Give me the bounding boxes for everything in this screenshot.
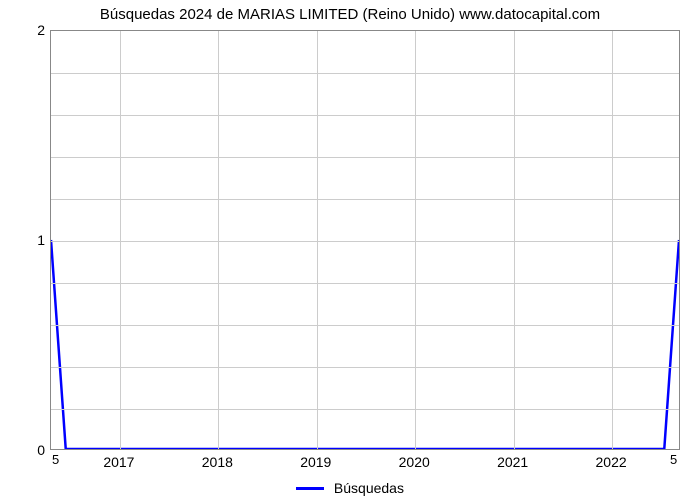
x-corner-left: 5: [52, 452, 59, 467]
chart-title: Búsquedas 2024 de MARIAS LIMITED (Reino …: [0, 6, 700, 23]
gridline-v: [514, 31, 515, 449]
x-tick-label: 2020: [399, 454, 430, 470]
legend-swatch: [296, 487, 324, 490]
gridline-v: [218, 31, 219, 449]
x-tick-label: 2017: [103, 454, 134, 470]
legend: Búsquedas: [0, 479, 700, 496]
gridline-v: [317, 31, 318, 449]
chart-container: Búsquedas 2024 de MARIAS LIMITED (Reino …: [0, 0, 700, 500]
gridline-h: [51, 409, 679, 410]
gridline-h: [51, 199, 679, 200]
series-line: [51, 240, 679, 449]
y-tick-label: 2: [5, 22, 45, 38]
gridline-h: [51, 73, 679, 74]
y-tick-label: 0: [5, 442, 45, 458]
plot-area: [50, 30, 680, 450]
gridline-h: [51, 115, 679, 116]
gridline-h: [51, 157, 679, 158]
x-corner-right: 5: [670, 452, 677, 467]
x-tick-label: 2021: [497, 454, 528, 470]
line-layer: [51, 31, 679, 449]
x-tick-label: 2022: [596, 454, 627, 470]
gridline-h: [51, 367, 679, 368]
gridline-v: [120, 31, 121, 449]
legend-label: Búsquedas: [334, 480, 404, 496]
gridline-h: [51, 241, 679, 242]
gridline-h: [51, 283, 679, 284]
x-tick-label: 2018: [202, 454, 233, 470]
gridline-v: [612, 31, 613, 449]
gridline-v: [415, 31, 416, 449]
x-tick-label: 2019: [300, 454, 331, 470]
y-tick-label: 1: [5, 232, 45, 248]
gridline-h: [51, 325, 679, 326]
